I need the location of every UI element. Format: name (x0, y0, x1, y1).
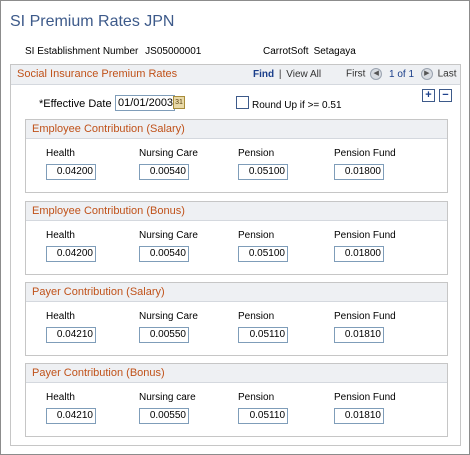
section-title: Social Insurance Premium Rates (17, 68, 178, 80)
pager: First ◀ 1 of 1 ▶ Last (346, 68, 457, 80)
section-nav: Find | View All (253, 69, 321, 80)
group-header: Payer Contribution (Bonus) (26, 364, 447, 383)
round-up-checkbox[interactable] (236, 96, 249, 109)
group-title: Employee Contribution (Salary) (32, 123, 185, 135)
group-header: Employee Contribution (Salary) (26, 120, 447, 139)
health-input[interactable]: 0.04200 (46, 164, 96, 180)
pension-label: Pension (238, 230, 275, 241)
nursing-care-input[interactable]: 0.00540 (139, 164, 189, 180)
nursing-care-input[interactable]: 0.00550 (139, 327, 189, 343)
pension-fund-label: Pension Fund (334, 392, 396, 403)
company-info: CarrotSoft Setagaya (263, 46, 356, 57)
employee-salary-group: Employee Contribution (Salary) Health Nu… (25, 119, 448, 193)
group-header: Employee Contribution (Bonus) (26, 202, 447, 221)
pension-fund-input[interactable]: 0.01800 (334, 246, 384, 262)
pension-label: Pension (238, 392, 275, 403)
establishment-label: SI Establishment Number (25, 46, 139, 57)
page-info: 1 of 1 (389, 68, 415, 80)
delete-row-button[interactable]: − (439, 89, 452, 102)
first-link[interactable]: First (346, 68, 366, 80)
company-location: Setagaya (313, 46, 356, 57)
health-input[interactable]: 0.04210 (46, 327, 96, 343)
group-title: Payer Contribution (Bonus) (32, 367, 165, 379)
pension-input[interactable]: 0.05100 (238, 164, 288, 180)
view-all-link[interactable]: View All (286, 69, 322, 80)
last-link[interactable]: Last (437, 68, 457, 80)
pension-input[interactable]: 0.05110 (238, 327, 288, 343)
health-label: Health (46, 392, 75, 403)
health-label: Health (46, 311, 75, 322)
payer-salary-group: Payer Contribution (Salary) Health Nursi… (25, 282, 448, 356)
group-title: Employee Contribution (Bonus) (32, 205, 185, 217)
establishment-value: JS05000001 (145, 46, 202, 57)
payer-bonus-group: Payer Contribution (Bonus) Health Nursin… (25, 363, 448, 437)
employee-bonus-group: Employee Contribution (Bonus) Health Nur… (25, 201, 448, 275)
pension-fund-label: Pension Fund (334, 230, 396, 241)
premium-rates-section: Social Insurance Premium Rates Find | Vi… (10, 64, 461, 446)
next-arrow-icon[interactable]: ▶ (420, 68, 433, 80)
nav-separator: | (278, 69, 282, 80)
pension-fund-input[interactable]: 0.01810 (334, 327, 384, 343)
health-label: Health (46, 230, 75, 241)
nursing-care-label: Nursing care (139, 392, 196, 403)
pension-label: Pension (238, 311, 275, 322)
find-link[interactable]: Find (253, 69, 275, 80)
pension-fund-input[interactable]: 0.01810 (334, 408, 384, 424)
prev-arrow-icon[interactable]: ◀ (370, 68, 383, 80)
round-up-label: Round Up if >= 0.51 (252, 100, 342, 111)
pension-input[interactable]: 0.05110 (238, 408, 288, 424)
nursing-care-input[interactable]: 0.00550 (139, 408, 189, 424)
health-label: Health (46, 148, 75, 159)
pension-fund-label: Pension Fund (334, 311, 396, 322)
nursing-care-label: Nursing Care (139, 148, 198, 159)
calendar-icon[interactable]: 31 (173, 96, 185, 109)
effective-date-label: *Effective Date (39, 98, 112, 110)
effective-date-input[interactable]: 01/01/2003 (115, 95, 175, 111)
health-input[interactable]: 0.04200 (46, 246, 96, 262)
group-header: Payer Contribution (Salary) (26, 283, 447, 302)
company-name: CarrotSoft (263, 46, 309, 57)
section-header: Social Insurance Premium Rates Find | Vi… (11, 65, 460, 85)
group-title: Payer Contribution (Salary) (32, 286, 165, 298)
page-title: SI Premium Rates JPN (10, 13, 175, 30)
nursing-care-label: Nursing Care (139, 311, 198, 322)
health-input[interactable]: 0.04210 (46, 408, 96, 424)
nursing-care-label: Nursing Care (139, 230, 198, 241)
add-row-button[interactable]: + (422, 89, 435, 102)
establishment-info: SI Establishment Number JS05000001 (25, 46, 201, 57)
pension-input[interactable]: 0.05100 (238, 246, 288, 262)
pension-fund-input[interactable]: 0.01800 (334, 164, 384, 180)
pension-label: Pension (238, 148, 275, 159)
pension-fund-label: Pension Fund (334, 148, 396, 159)
nursing-care-input[interactable]: 0.00540 (139, 246, 189, 262)
